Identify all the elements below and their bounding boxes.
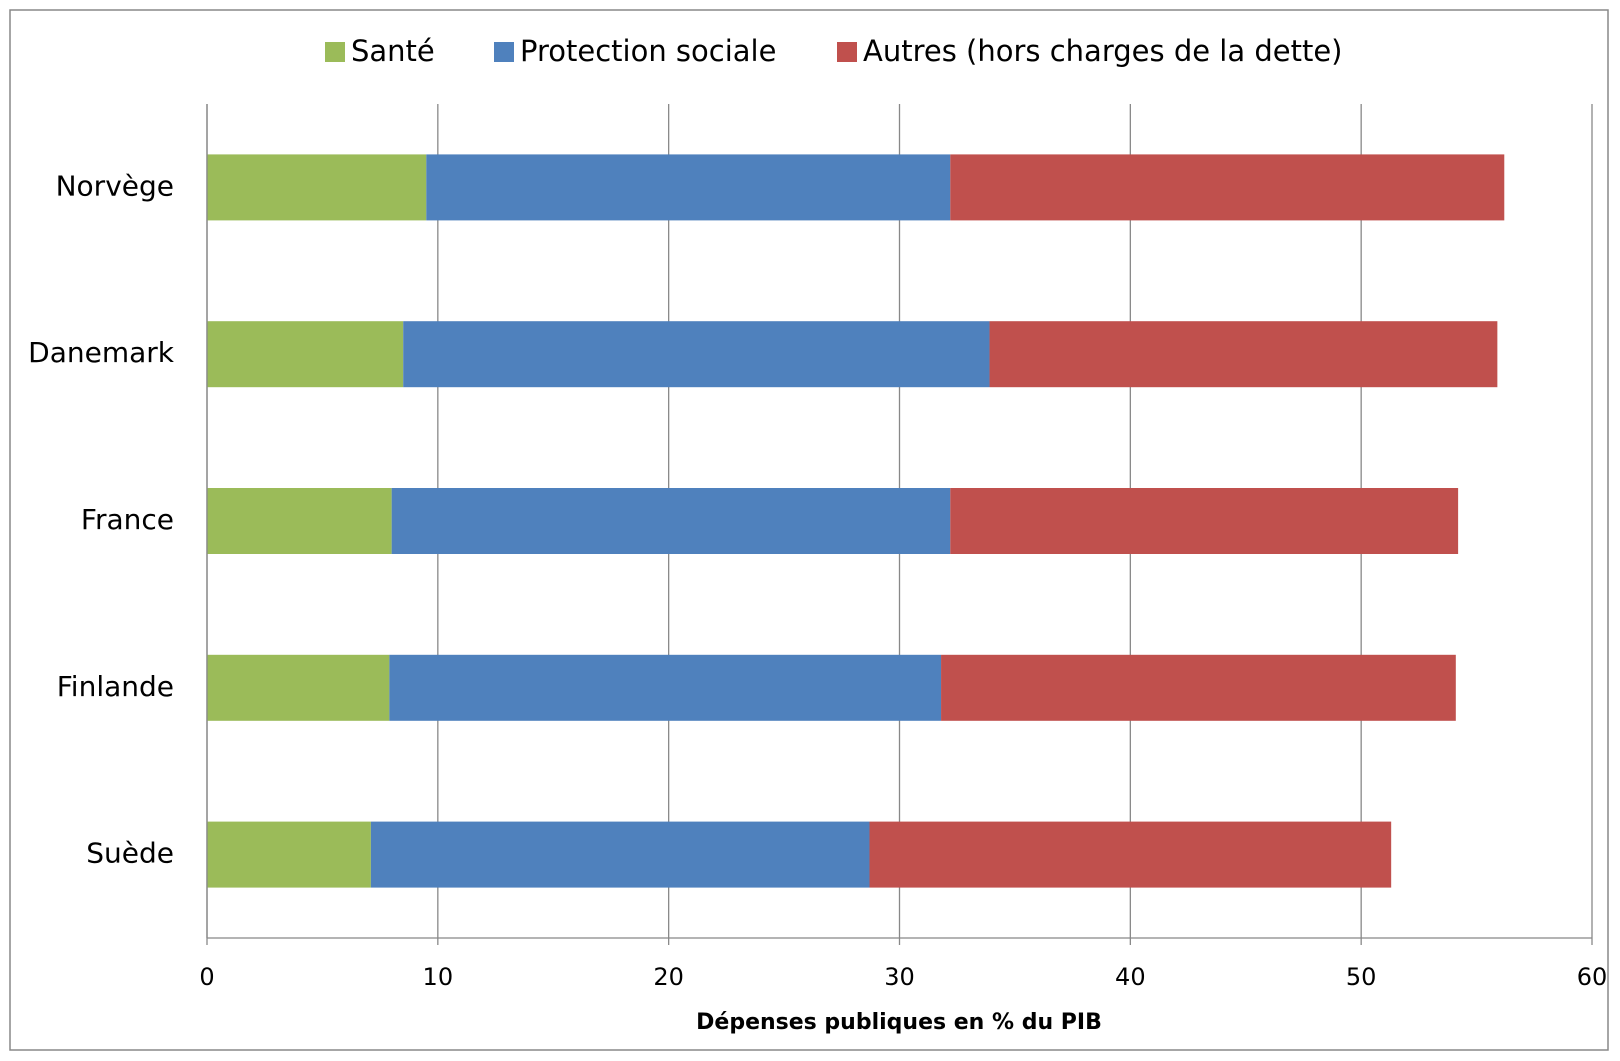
bar-segment	[989, 321, 1498, 388]
legend-swatch	[325, 42, 345, 62]
y-tick-label: Norvège	[56, 169, 174, 202]
bar-segment	[207, 488, 392, 554]
bar-segment	[950, 488, 1459, 554]
bar-segment	[403, 321, 990, 388]
bar-segment	[391, 488, 951, 554]
bar-segment	[941, 654, 1456, 721]
bar-segment	[207, 154, 427, 221]
x-tick-label: 0	[199, 963, 214, 991]
legend-swatch	[837, 42, 857, 62]
y-tick-label: Finlande	[57, 670, 174, 703]
y-tick-label: Suède	[86, 837, 174, 870]
legend-label: Santé	[351, 34, 435, 68]
x-tick-label: 40	[1115, 963, 1146, 991]
bar-segment	[869, 821, 1392, 888]
x-tick-label: 20	[653, 963, 684, 991]
x-axis-title: Dépenses publiques en % du PIB	[696, 1010, 1102, 1035]
legend-label: Autres (hors charges de la dette)	[863, 34, 1342, 68]
bar-segment	[389, 654, 942, 721]
x-tick-label: 60	[1577, 963, 1608, 991]
bar-segment	[207, 321, 404, 388]
y-tick-label: Danemark	[28, 336, 175, 369]
x-tick-label: 10	[423, 963, 454, 991]
x-tick-label: 50	[1346, 963, 1377, 991]
bar-segment	[370, 821, 870, 888]
x-tick-label: 30	[884, 963, 915, 991]
y-tick-label: France	[81, 503, 174, 536]
bar-segment	[426, 154, 951, 221]
legend-swatch	[494, 42, 514, 62]
bar-segment	[950, 154, 1505, 221]
bar-segment	[207, 654, 390, 721]
legend-label: Protection sociale	[520, 34, 776, 68]
bar-segment	[207, 821, 371, 888]
